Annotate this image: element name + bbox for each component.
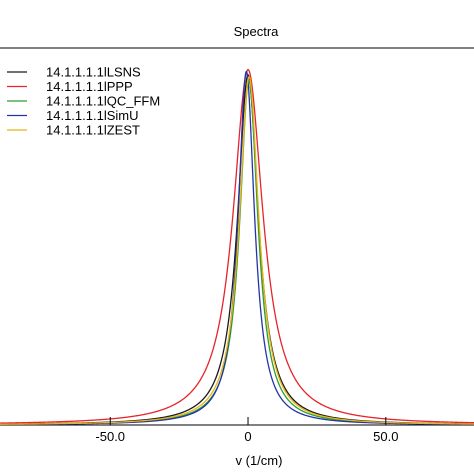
legend-label-3: 14.1.1.1.1lQC_FFM bbox=[46, 94, 160, 109]
legend-label-2: 14.1.1.1.1lPPP bbox=[46, 79, 133, 94]
x-tick-label: 50.0 bbox=[373, 429, 398, 444]
series-line-5 bbox=[0, 76, 474, 425]
legend-label-4: 14.1.1.1.1lSimU bbox=[46, 108, 139, 123]
legend: 14.1.1.1.1lLSNS14.1.1.1.1lPPP14.1.1.1.1l… bbox=[7, 65, 160, 138]
x-tick-label: 0 bbox=[244, 429, 251, 444]
x-axis-label: v (1/cm) bbox=[236, 453, 283, 468]
x-ticks: -50.0 0 50.0 bbox=[95, 417, 398, 444]
series-curves bbox=[0, 68, 474, 426]
legend-label-1: 14.1.1.1.1lLSNS bbox=[46, 65, 141, 80]
x-tick-label: -50.0 bbox=[95, 429, 125, 444]
legend-label-5: 14.1.1.1.1lZEST bbox=[46, 123, 140, 138]
series-line-2 bbox=[0, 68, 474, 424]
chart-title: Spectra bbox=[234, 24, 280, 39]
